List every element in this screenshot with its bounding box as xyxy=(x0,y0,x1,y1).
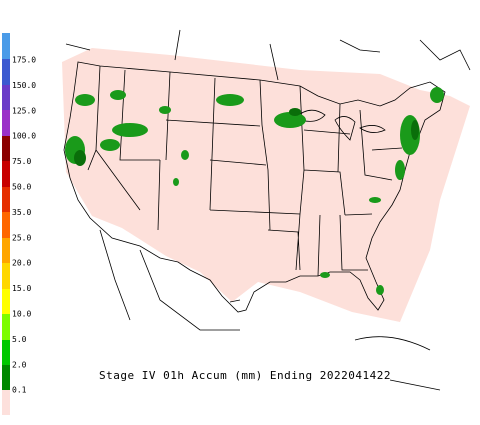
legend-label: 125.0 xyxy=(12,106,36,115)
legend-label: 0.1 xyxy=(12,386,27,395)
legend-label: 25.0 xyxy=(12,233,31,242)
legend-label: 150.0 xyxy=(12,81,36,90)
legend-label: 2.0 xyxy=(12,360,27,369)
state-lines xyxy=(87,65,403,277)
legend-label: 50.0 xyxy=(12,183,31,192)
neighbor-coasts xyxy=(65,29,471,391)
legend: 175.0 150.0 125.0 100.0 75.0 50.0 35.0 25.0 20.0… xyxy=(12,56,36,395)
precip-areas xyxy=(65,87,444,295)
legend-label: 5.0 xyxy=(12,335,27,344)
analysis-domain xyxy=(62,48,470,322)
legend-label: 100.0 xyxy=(12,132,36,141)
caption: Stage IV 01h Accum (mm) Ending 202204142… xyxy=(99,369,391,382)
legend-label: 15.0 xyxy=(12,284,31,293)
legend-label: 35.0 xyxy=(12,208,31,217)
legend-label: 10.0 xyxy=(12,310,31,319)
legend-label: 20.0 xyxy=(12,259,31,268)
legend-label: 75.0 xyxy=(12,157,31,166)
legend-label: 175.0 xyxy=(12,56,36,65)
us-outline xyxy=(63,61,446,313)
colorbar xyxy=(2,33,10,415)
